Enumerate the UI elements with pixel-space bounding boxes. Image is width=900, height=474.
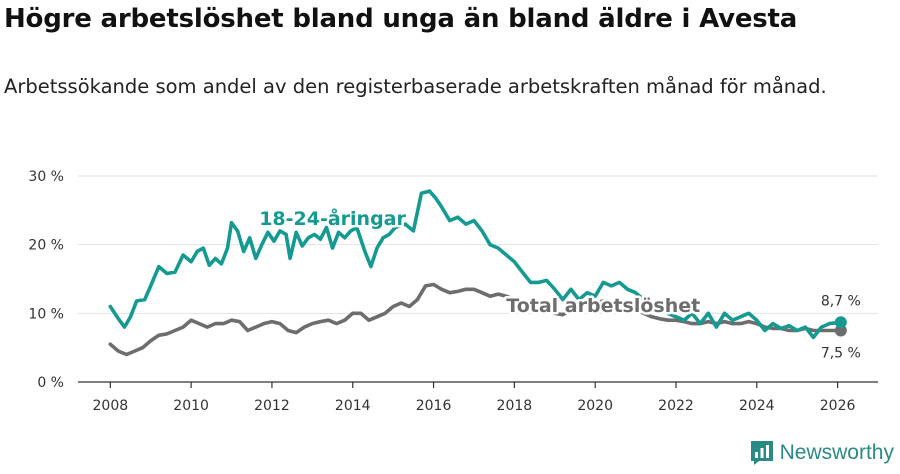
- x-tick-label: 2008: [93, 398, 129, 414]
- x-tick-label: 2018: [497, 398, 533, 414]
- x-tick-label: 2016: [416, 398, 452, 414]
- x-tick-label: 2014: [335, 398, 371, 414]
- series-lines: [108, 189, 847, 357]
- y-tick-label: 10 %: [28, 306, 64, 322]
- brand-logo: Newsworthy: [750, 440, 894, 466]
- series-line-youth: [108, 189, 843, 340]
- x-tick-label: 2024: [739, 398, 775, 414]
- data-labels: 8,7 % 7,5 % 18-24-åringar Total arbetslöshe…: [257, 203, 861, 362]
- end-label-youth: 8,7 %: [821, 293, 861, 309]
- y-tick-label: 30 %: [28, 169, 64, 185]
- x-tick-label: 2012: [254, 398, 290, 414]
- series-label-youth: 18-24-åringar: [259, 206, 406, 230]
- brand-name: Newsworthy: [779, 441, 894, 464]
- x-tick-label: 2010: [173, 398, 209, 414]
- chart-subtitle: Arbetssökande som andel av den registerb…: [4, 75, 827, 98]
- x-tick-label: 2020: [577, 398, 613, 414]
- y-tick-label: 0 %: [37, 375, 64, 391]
- end-label-total: 7,5 %: [821, 346, 861, 362]
- end-point-total: [834, 324, 847, 337]
- end-point-youth: [834, 316, 847, 329]
- x-tick-label: 2026: [820, 398, 856, 414]
- grid-lines: 0 % 10 % 20 % 30 %: [28, 169, 878, 391]
- series-label-total: Total arbetslöshet: [506, 295, 700, 317]
- y-tick-label: 20 %: [28, 238, 64, 254]
- newsworthy-logo-icon: [750, 441, 773, 465]
- x-tick-label: 2022: [658, 398, 694, 414]
- x-axis: 2008 2010 2012 2014 2016 2018 2020 2022 2024 2026: [78, 381, 878, 414]
- page-title: Högre arbetslöshet bland unga än bland ä…: [4, 4, 798, 34]
